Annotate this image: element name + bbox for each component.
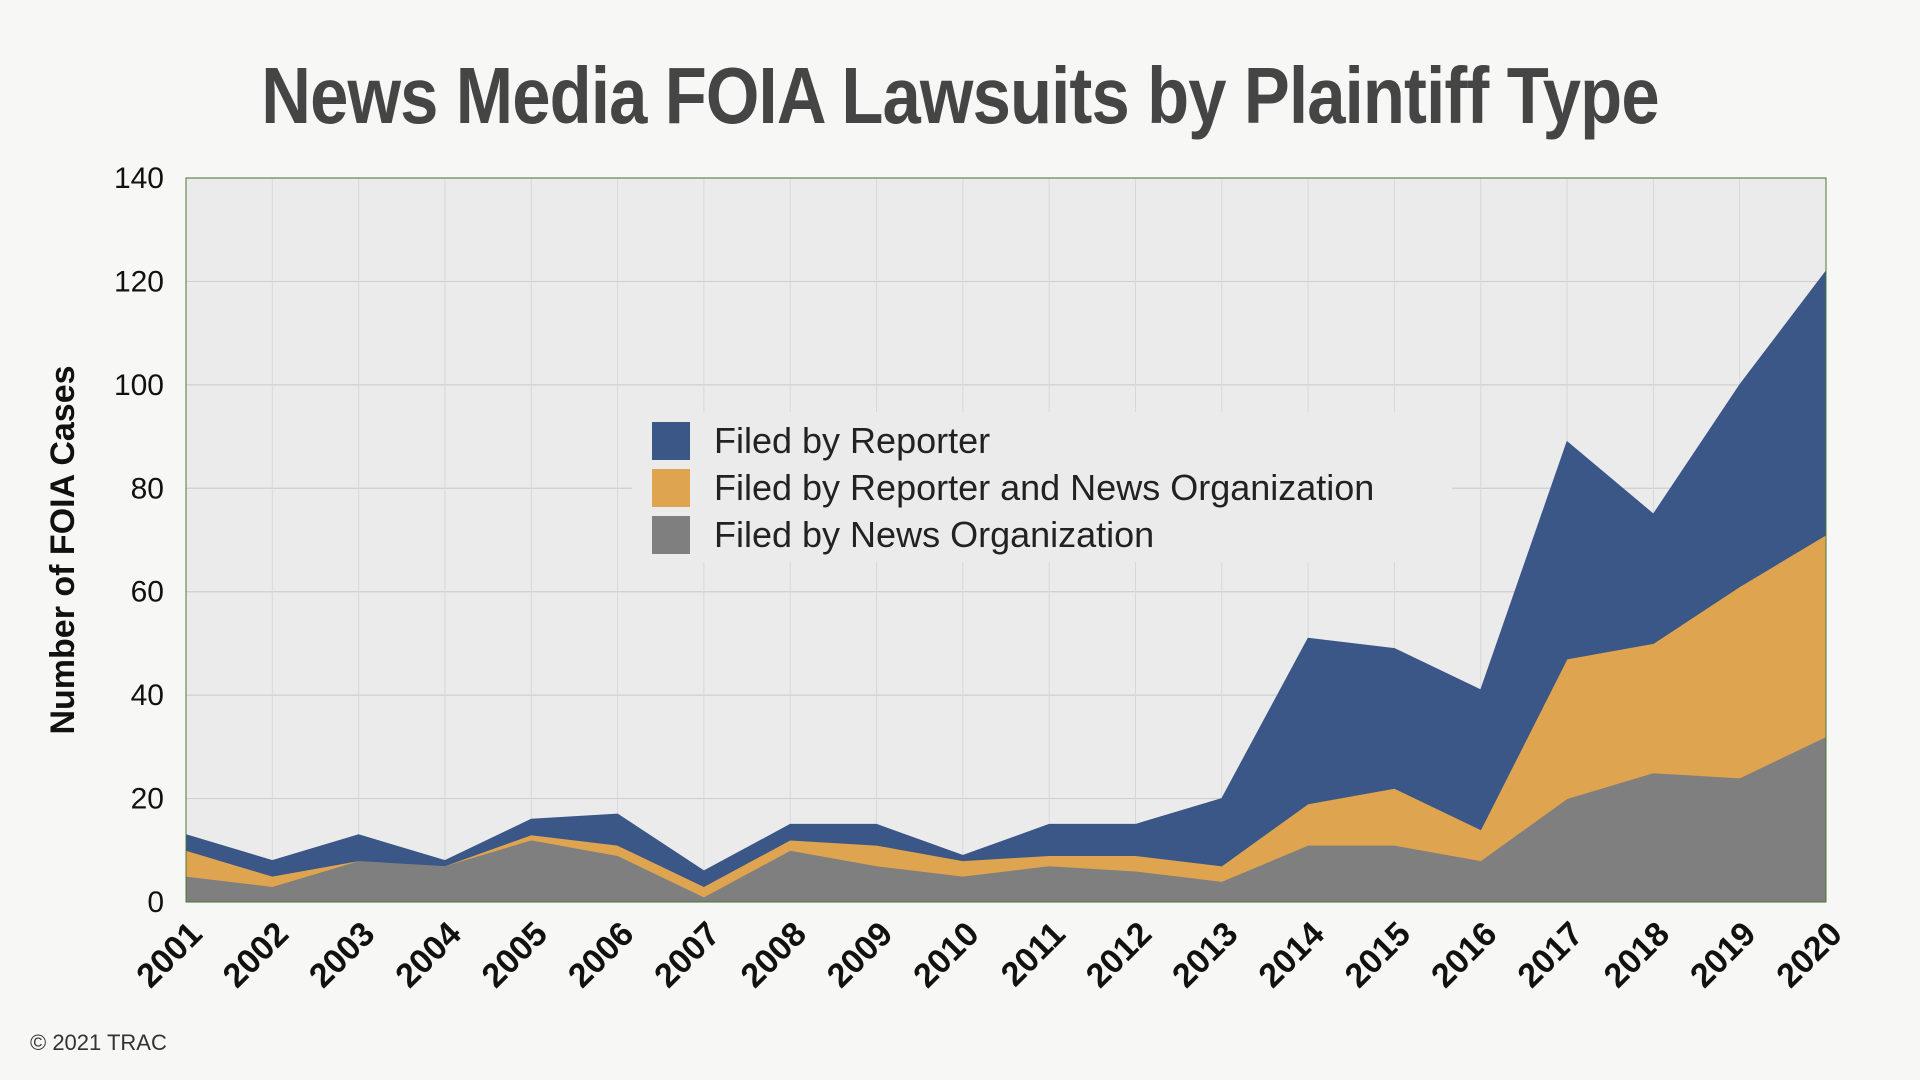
x-tick-label: 2002 [216,915,296,995]
x-tick-label: 2008 [734,915,814,995]
legend-entry: Filed by Reporter [714,420,990,461]
x-tick-label: 2015 [1338,915,1418,995]
x-tick-label: 2007 [647,915,727,995]
x-tick-label: 2019 [1683,915,1763,995]
copyright-notice: © 2021 TRAC [30,1030,167,1055]
legend-entry: Filed by News Organization [714,514,1154,555]
y-tick-label: 60 [131,576,164,609]
x-tick-label: 2020 [1769,915,1849,995]
x-tick-label: 2017 [1510,915,1590,995]
legend-background [632,412,1452,562]
legend-swatch [652,516,690,554]
y-tick-label: 0 [147,886,164,919]
plot-border [185,177,1827,903]
y-axis-label: Number of FOIA Cases [44,365,82,734]
x-tick-label: 2006 [561,915,641,995]
y-tick-label: 120 [114,265,164,298]
y-axis-ticks: 0 20 40 60 80 100 120 140 [114,162,164,919]
x-axis-ticks: 2001 2002 2003 2004 2005 2006 2007 2008 2009 2010… [129,915,1849,995]
legend-entry: Filed by Reporter and News Organization [714,467,1374,508]
legend-swatch [652,422,690,460]
y-tick-label: 140 [114,162,164,195]
y-tick-label: 80 [131,472,164,505]
x-tick-label: 2013 [1165,915,1245,995]
y-tick-label: 40 [131,679,164,712]
x-tick-label: 2001 [129,915,209,995]
x-tick-label: 2009 [820,915,900,995]
x-tick-label: 2011 [994,915,1073,994]
chart-title: News Media FOIA Lawsuits by Plaintiff Ty… [261,51,1659,140]
x-tick-label: 2012 [1079,915,1159,995]
y-tick-label: 20 [131,783,164,816]
x-tick-label: 2014 [1251,915,1331,995]
y-tick-label: 100 [114,369,164,402]
legend-swatch [652,469,690,507]
x-tick-label: 2003 [302,915,382,995]
x-tick-label: 2004 [388,915,468,995]
x-tick-label: 2018 [1597,915,1677,995]
x-tick-label: 2005 [475,915,555,995]
x-tick-label: 2010 [906,915,986,995]
x-tick-label: 2016 [1424,915,1504,995]
legend: Filed by Reporter Filed by Reporter and N… [632,412,1452,562]
